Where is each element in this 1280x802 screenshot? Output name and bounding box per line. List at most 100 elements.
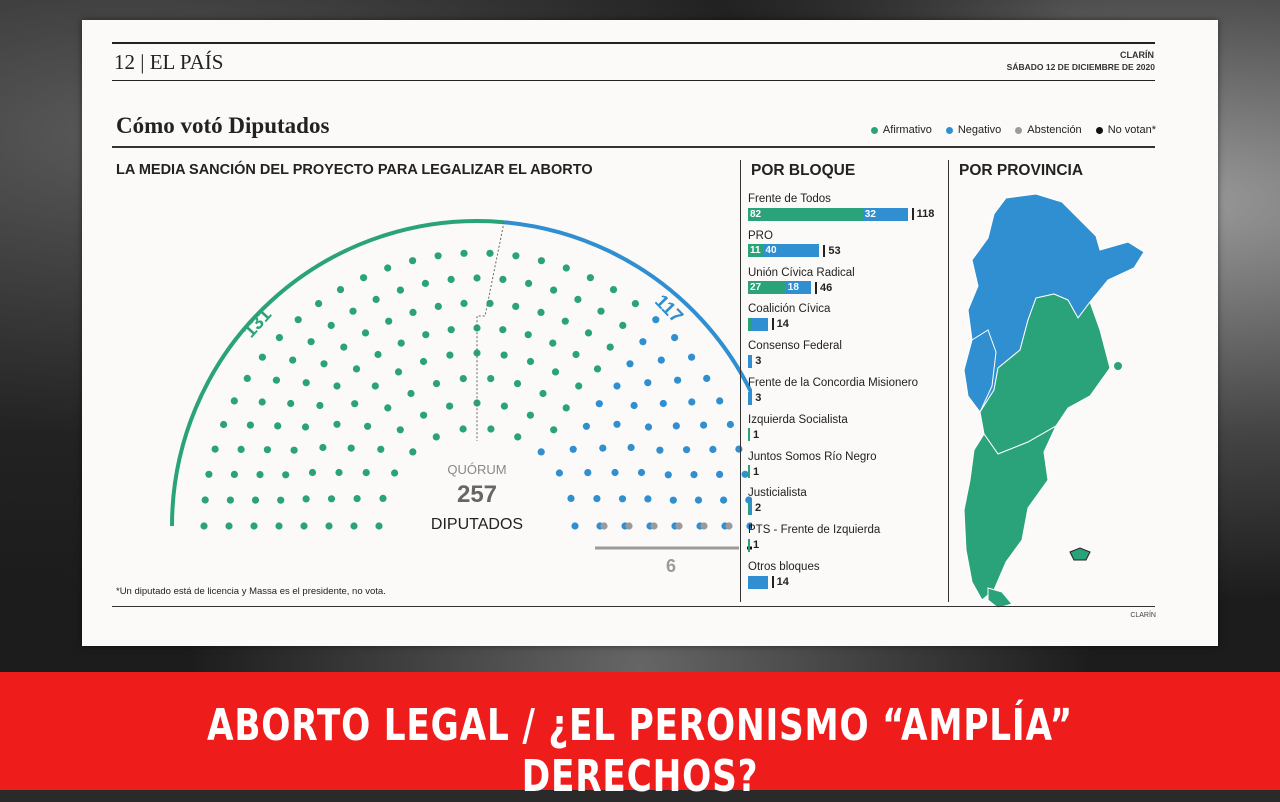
- seat-dot: [572, 350, 580, 359]
- seat-dot: [302, 495, 310, 503]
- seat-dot: [550, 286, 558, 294]
- parliament-chart: 131 117 QUÓRUM 257 DIPUTADOS 6 2: [170, 219, 752, 576]
- afirmativo-total: 131: [239, 304, 276, 342]
- seat-dot: [716, 397, 724, 405]
- seat-dot: [407, 389, 415, 398]
- seat-dot: [562, 404, 570, 412]
- seat-dot: [396, 286, 404, 294]
- map-caba: [1114, 362, 1122, 370]
- legend-item-novotan: No votan*: [1095, 124, 1156, 136]
- bar-segment-negativo: 40: [763, 244, 820, 258]
- seat-dot: [599, 444, 607, 452]
- bloque-total: 14: [771, 318, 789, 331]
- seat-dot: [549, 339, 557, 347]
- seat-dot: [613, 382, 621, 390]
- bloque-name: Frente de la Concordia Misionero: [748, 377, 919, 389]
- seat-dot: [371, 382, 379, 390]
- bloque-total: 1: [753, 428, 760, 441]
- seat-dot: [211, 445, 219, 453]
- bloque-bar: 3: [748, 354, 948, 368]
- bloque-total: 2: [755, 502, 762, 515]
- seat-dot: [671, 334, 679, 342]
- seat-dot: [374, 350, 382, 359]
- bloque-name: PRO: [748, 229, 773, 242]
- parliament-subtitle: LA MEDIA SANCIÓN DEL PROYECTO PARA LEGAL…: [116, 162, 593, 178]
- seat-dot: [419, 357, 428, 366]
- seat-dot: [350, 522, 358, 530]
- seat-dot: [526, 411, 534, 419]
- seat-dot: [669, 496, 677, 504]
- seat-dot: [325, 522, 333, 530]
- bar-segment-afirmativo: [748, 501, 750, 515]
- bloque-bar: 14: [748, 575, 948, 589]
- bar-segment-afirmativo: 82: [748, 207, 863, 221]
- seat-dot: [674, 376, 682, 384]
- seat-dot: [237, 445, 245, 453]
- bar-segment-negativo: [748, 391, 753, 405]
- seat-dot: [340, 343, 348, 351]
- map-region-south: [987, 587, 1013, 609]
- seat-dot: [460, 299, 468, 307]
- seat-dot: [537, 448, 545, 456]
- chart-title: Cómo votó Diputados: [116, 113, 330, 138]
- bloque-total: 53: [823, 244, 841, 257]
- seat-dot: [294, 316, 302, 324]
- abstencion-total: 6: [666, 556, 676, 576]
- seat-dot: [409, 257, 417, 265]
- seat-dot-abstencion: [600, 522, 608, 530]
- seat-dot: [327, 321, 335, 329]
- seat-dot: [421, 279, 429, 287]
- bloque-total: 1: [753, 465, 760, 478]
- footer-rule: [112, 606, 1155, 607]
- page-label: 12 | EL PAÍS: [114, 50, 224, 74]
- seat-dot: [487, 375, 495, 383]
- seat-dot: [353, 495, 361, 503]
- seat-dot: [333, 420, 341, 428]
- seat-dot: [487, 425, 495, 433]
- seat-dot: [258, 398, 266, 406]
- seat-dot: [243, 374, 251, 382]
- seat-dot: [277, 496, 285, 504]
- seat-dot: [575, 382, 583, 390]
- seat-dot: [473, 274, 481, 282]
- seat-dot: [287, 399, 295, 408]
- bar-segment-afirmativo: [748, 428, 750, 442]
- bloque-name: Consenso Federal: [748, 340, 842, 353]
- bloque-bar: 1: [748, 465, 948, 479]
- seat-dot: [250, 522, 258, 530]
- bloque-bar: 2: [748, 501, 948, 515]
- header-rule: [112, 42, 1155, 44]
- quorum-value: 257: [457, 481, 497, 508]
- bloque-bar: 11 40 53: [748, 244, 948, 258]
- divider: [740, 160, 741, 602]
- seat-dot: [584, 469, 592, 477]
- seat-dot: [447, 326, 455, 334]
- seat-dot-abstencion: [675, 522, 683, 530]
- bloque-row: Justicialista 2: [748, 486, 948, 515]
- seat-dot: [335, 468, 343, 477]
- quorum-label: QUÓRUM: [447, 462, 506, 477]
- bloque-row: PRO 11 40 53: [748, 229, 948, 258]
- seat-dot: [315, 300, 323, 308]
- seat-dot: [447, 275, 455, 283]
- seat-dot: [349, 307, 357, 315]
- credit: CLARÍN: [1130, 612, 1156, 619]
- quorum-unit: DIPUTADOS: [431, 516, 523, 533]
- seat-dot: [593, 365, 602, 373]
- brand-small: CLARÍN: [1120, 50, 1154, 60]
- seat-dot: [735, 445, 743, 453]
- seat-dot: [657, 356, 665, 364]
- seat-dot: [606, 343, 614, 351]
- seat-dot: [741, 470, 749, 478]
- seat-dot: [230, 470, 238, 478]
- legend-label: Abstención: [1027, 124, 1082, 136]
- seat-dot-abstencion: [625, 522, 633, 530]
- seat-dot: [409, 308, 417, 316]
- seat-dot: [716, 470, 724, 478]
- bloque-total: 1: [753, 539, 760, 552]
- bar-segment-negativo: 32: [862, 207, 908, 221]
- seat-dot: [593, 495, 601, 503]
- seat-dot: [659, 399, 667, 408]
- seat-dot: [571, 522, 579, 530]
- seat-dot: [574, 295, 582, 303]
